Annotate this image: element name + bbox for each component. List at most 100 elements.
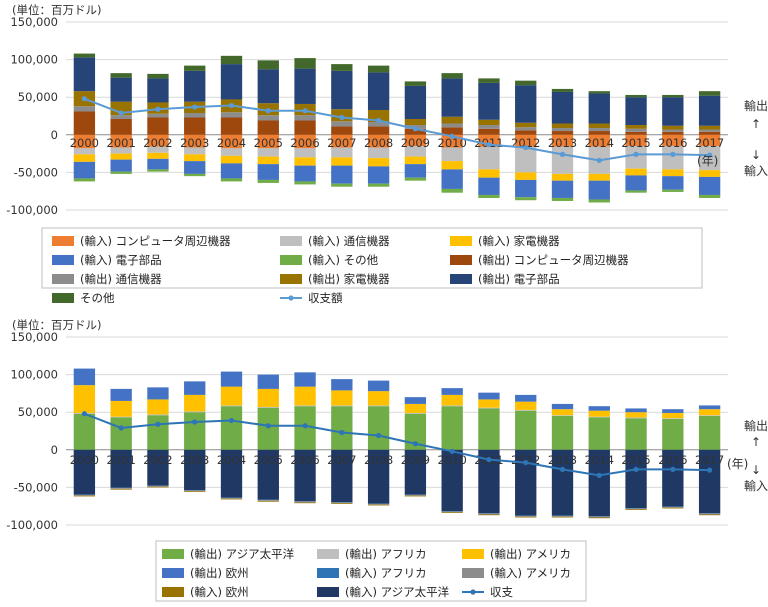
chart-1-legend-box — [41, 227, 703, 289]
legend-swatch-輸入-その他 — [280, 255, 302, 265]
chart-1-bar-輸出-電子部品-2013 — [551, 91, 574, 124]
chart-1-bar-輸出-コンピュータ周辺機器-2012 — [515, 130, 537, 135]
chart-1-bar-輸入-電子部品-2016 — [662, 176, 684, 190]
chart-1-bar-輸入-コンピュータ周辺機器-2000 — [73, 134, 96, 149]
chart-2-bar-輸入-欧州-2013 — [551, 516, 574, 518]
chart-2-balance-point-2005 — [265, 423, 271, 429]
chart-1-bar-輸出-コンピュータ周辺機器-2013 — [551, 131, 574, 135]
chart-1-bar-輸入-その他-2014 — [588, 199, 610, 203]
chart-2-bar-輸出-欧州-2009 — [404, 397, 427, 404]
chart-2-bar-輸入-アジア太平洋-2013 — [551, 449, 574, 516]
chart-1-bar-輸入-その他-2004 — [220, 178, 243, 182]
chart-2-bar-輸入-アジア太平洋-2010 — [441, 449, 463, 512]
chart-1-bar-輸出-通信機器-2014 — [588, 128, 610, 132]
chart-2-bar-輸出-アメリカ-2001 — [110, 400, 132, 417]
chart-2-balance-point-2013 — [559, 466, 566, 472]
chart-2-bar-輸出-アジア太平洋-2000 — [73, 413, 96, 450]
chart-1-bar-輸入-コンピュータ周辺機器-2008 — [367, 134, 390, 148]
chart-1-bar-輸入-その他-2006 — [294, 181, 316, 185]
chart-1-bar-輸入-電子部品-2006 — [294, 165, 316, 182]
legend-swatch-輸入-家電機器 — [450, 236, 472, 246]
chart-2-bar-輸入-アメリカ-2000 — [73, 494, 96, 496]
chart-2-import-arrow: ↓ — [751, 463, 761, 477]
chart-1-bar-その他-2013 — [551, 88, 574, 92]
chart-2-x-tick-label: 2008 — [364, 453, 393, 467]
chart-1-bar-輸入-通信機器-2016 — [662, 146, 684, 170]
chart-2-balance-point-2017 — [707, 467, 713, 473]
chart-2-bar-輸入-アメリカ-2008 — [367, 503, 390, 505]
chart-2-bar-輸入-欧州-2015 — [625, 509, 647, 510]
legend-swatch-輸出-アフリカ — [317, 549, 339, 559]
chart-2-bar-輸出-アメリカ-2010 — [441, 394, 463, 406]
chart-1-bar-その他-2009 — [404, 81, 427, 86]
chart-2-bar-輸出-アジア太平洋-2011 — [478, 408, 500, 450]
chart-1-x-tick-label: 2014 — [585, 136, 614, 150]
chart-1-bar-輸入-コンピュータ周辺機器-2002 — [147, 134, 169, 147]
chart-2-x-tick-label: 2009 — [401, 453, 430, 467]
chart-2-x-tick-label: 2002 — [143, 453, 172, 467]
chart-1-x-tick-label: 2016 — [658, 136, 687, 150]
chart-1-bar-輸出-コンピュータ周辺機器-2017 — [698, 131, 721, 135]
chart-2-bar-輸出-アジア太平洋-2009 — [404, 413, 427, 450]
chart-2-balance-point-2009 — [412, 441, 418, 447]
chart-1-bar-輸入-その他-2005 — [257, 179, 279, 183]
chart-1-bar-輸入-コンピュータ周辺機器-2017 — [698, 134, 721, 147]
chart-1-bar-輸入-通信機器-2012 — [515, 146, 537, 173]
chart-1-bar-輸出-コンピュータ周辺機器-2009 — [404, 128, 427, 135]
chart-2-bar-輸入-アメリカ-2001 — [110, 488, 132, 489]
chart-1-bar-輸入-通信機器-2017 — [698, 146, 721, 171]
chart-2-bar-輸出-アメリカ-2012 — [515, 401, 537, 410]
legend-swatch-輸入-欧州 — [162, 587, 184, 597]
chart-1-bar-輸出-電子部品-2003 — [184, 70, 206, 102]
chart-1-bar-輸入-コンピュータ周辺機器-2003 — [184, 134, 206, 148]
chart-1-bar-輸入-通信機器-2015 — [625, 146, 647, 169]
chart-2-x-tick-label: 2004 — [217, 453, 246, 467]
legend-swatch-輸出-欧州 — [162, 568, 184, 578]
chart-1-bar-輸入-その他-2011 — [478, 194, 500, 198]
chart-2-y-tick-label: -100,000 — [6, 518, 58, 532]
chart-1-bar-輸入-通信機器-2005 — [257, 148, 279, 157]
chart-1-balance-point-2001 — [118, 110, 124, 116]
chart-2-bar-輸入-アジア太平洋-2002 — [147, 449, 169, 486]
chart-1-bar-輸出-通信機器-2010 — [441, 123, 463, 128]
chart-2-import-label: 輸入 — [744, 478, 768, 493]
chart-2-bar-輸入-欧州-2002 — [147, 486, 169, 488]
chart-1-bar-その他-2011 — [478, 78, 500, 83]
chart-2-bar-輸入-アジア太平洋-2007 — [331, 449, 353, 503]
chart-1-bar-輸入-家電機器-2002 — [147, 152, 169, 159]
chart-1-balance-point-2010 — [449, 133, 455, 139]
legend-label: (輸入) 欧州 — [190, 585, 249, 599]
legend-swatch-輸入-アジア太平洋 — [317, 587, 339, 597]
chart-1-x-tick-label: 2015 — [621, 136, 650, 150]
chart-2-bar-輸出-アメリカ-2014 — [588, 410, 610, 417]
chart-2-bar-輸出-アジア太平洋-2008 — [367, 406, 390, 450]
chart-1-balance-point-2004 — [228, 102, 235, 109]
chart-1-bar-輸入-その他-2012 — [515, 197, 537, 201]
chart-1-bar-輸出-通信機器-2002 — [147, 113, 169, 118]
chart-1-bar-輸入-コンピュータ周辺機器-2012 — [515, 134, 537, 147]
chart-2-bar-輸出-欧州-2010 — [441, 388, 463, 395]
chart-1-balance-point-2002 — [155, 106, 161, 112]
chart-1-bar-輸出-通信機器-2007 — [331, 121, 353, 127]
chart-1-bar-輸入-その他-2002 — [147, 169, 169, 172]
chart-1-bar-輸入-家電機器-2012 — [515, 172, 537, 180]
chart-1-bar-輸出-電子部品-2004 — [220, 64, 243, 100]
chart-2-bar-輸出-アメリカ-2007 — [331, 390, 353, 406]
chart-1-bar-輸出-家電機器-2016 — [662, 125, 684, 130]
chart-1-x-tick-label: 2005 — [254, 136, 283, 150]
chart-2-bar-輸出-アフリカ-2012 — [515, 409, 537, 411]
chart-2-bar-輸出-アメリカ-2006 — [294, 386, 316, 406]
chart-1-bar-輸出-通信機器-2006 — [294, 115, 316, 121]
chart-1-bar-輸入-家電機器-2016 — [662, 169, 684, 177]
chart-1-bar-輸入-家電機器-2004 — [220, 155, 243, 164]
chart-2-bar-輸入-アメリカ-2005 — [257, 500, 279, 501]
chart-2-bar-輸出-アメリカ-2015 — [625, 412, 647, 418]
chart-1-bar-輸入-電子部品-2002 — [147, 158, 169, 170]
chart-1-balance-point-2016 — [670, 151, 676, 157]
chart-1-bar-輸入-その他-2010 — [441, 188, 463, 193]
chart-1-bar-輸出-通信機器-2013 — [551, 128, 574, 132]
legend-label: (輸入) コンピュータ周辺機器 — [80, 234, 231, 248]
chart-2-balance-point-2007 — [339, 429, 345, 436]
chart-1-bar-輸出-通信機器-2016 — [662, 129, 684, 132]
